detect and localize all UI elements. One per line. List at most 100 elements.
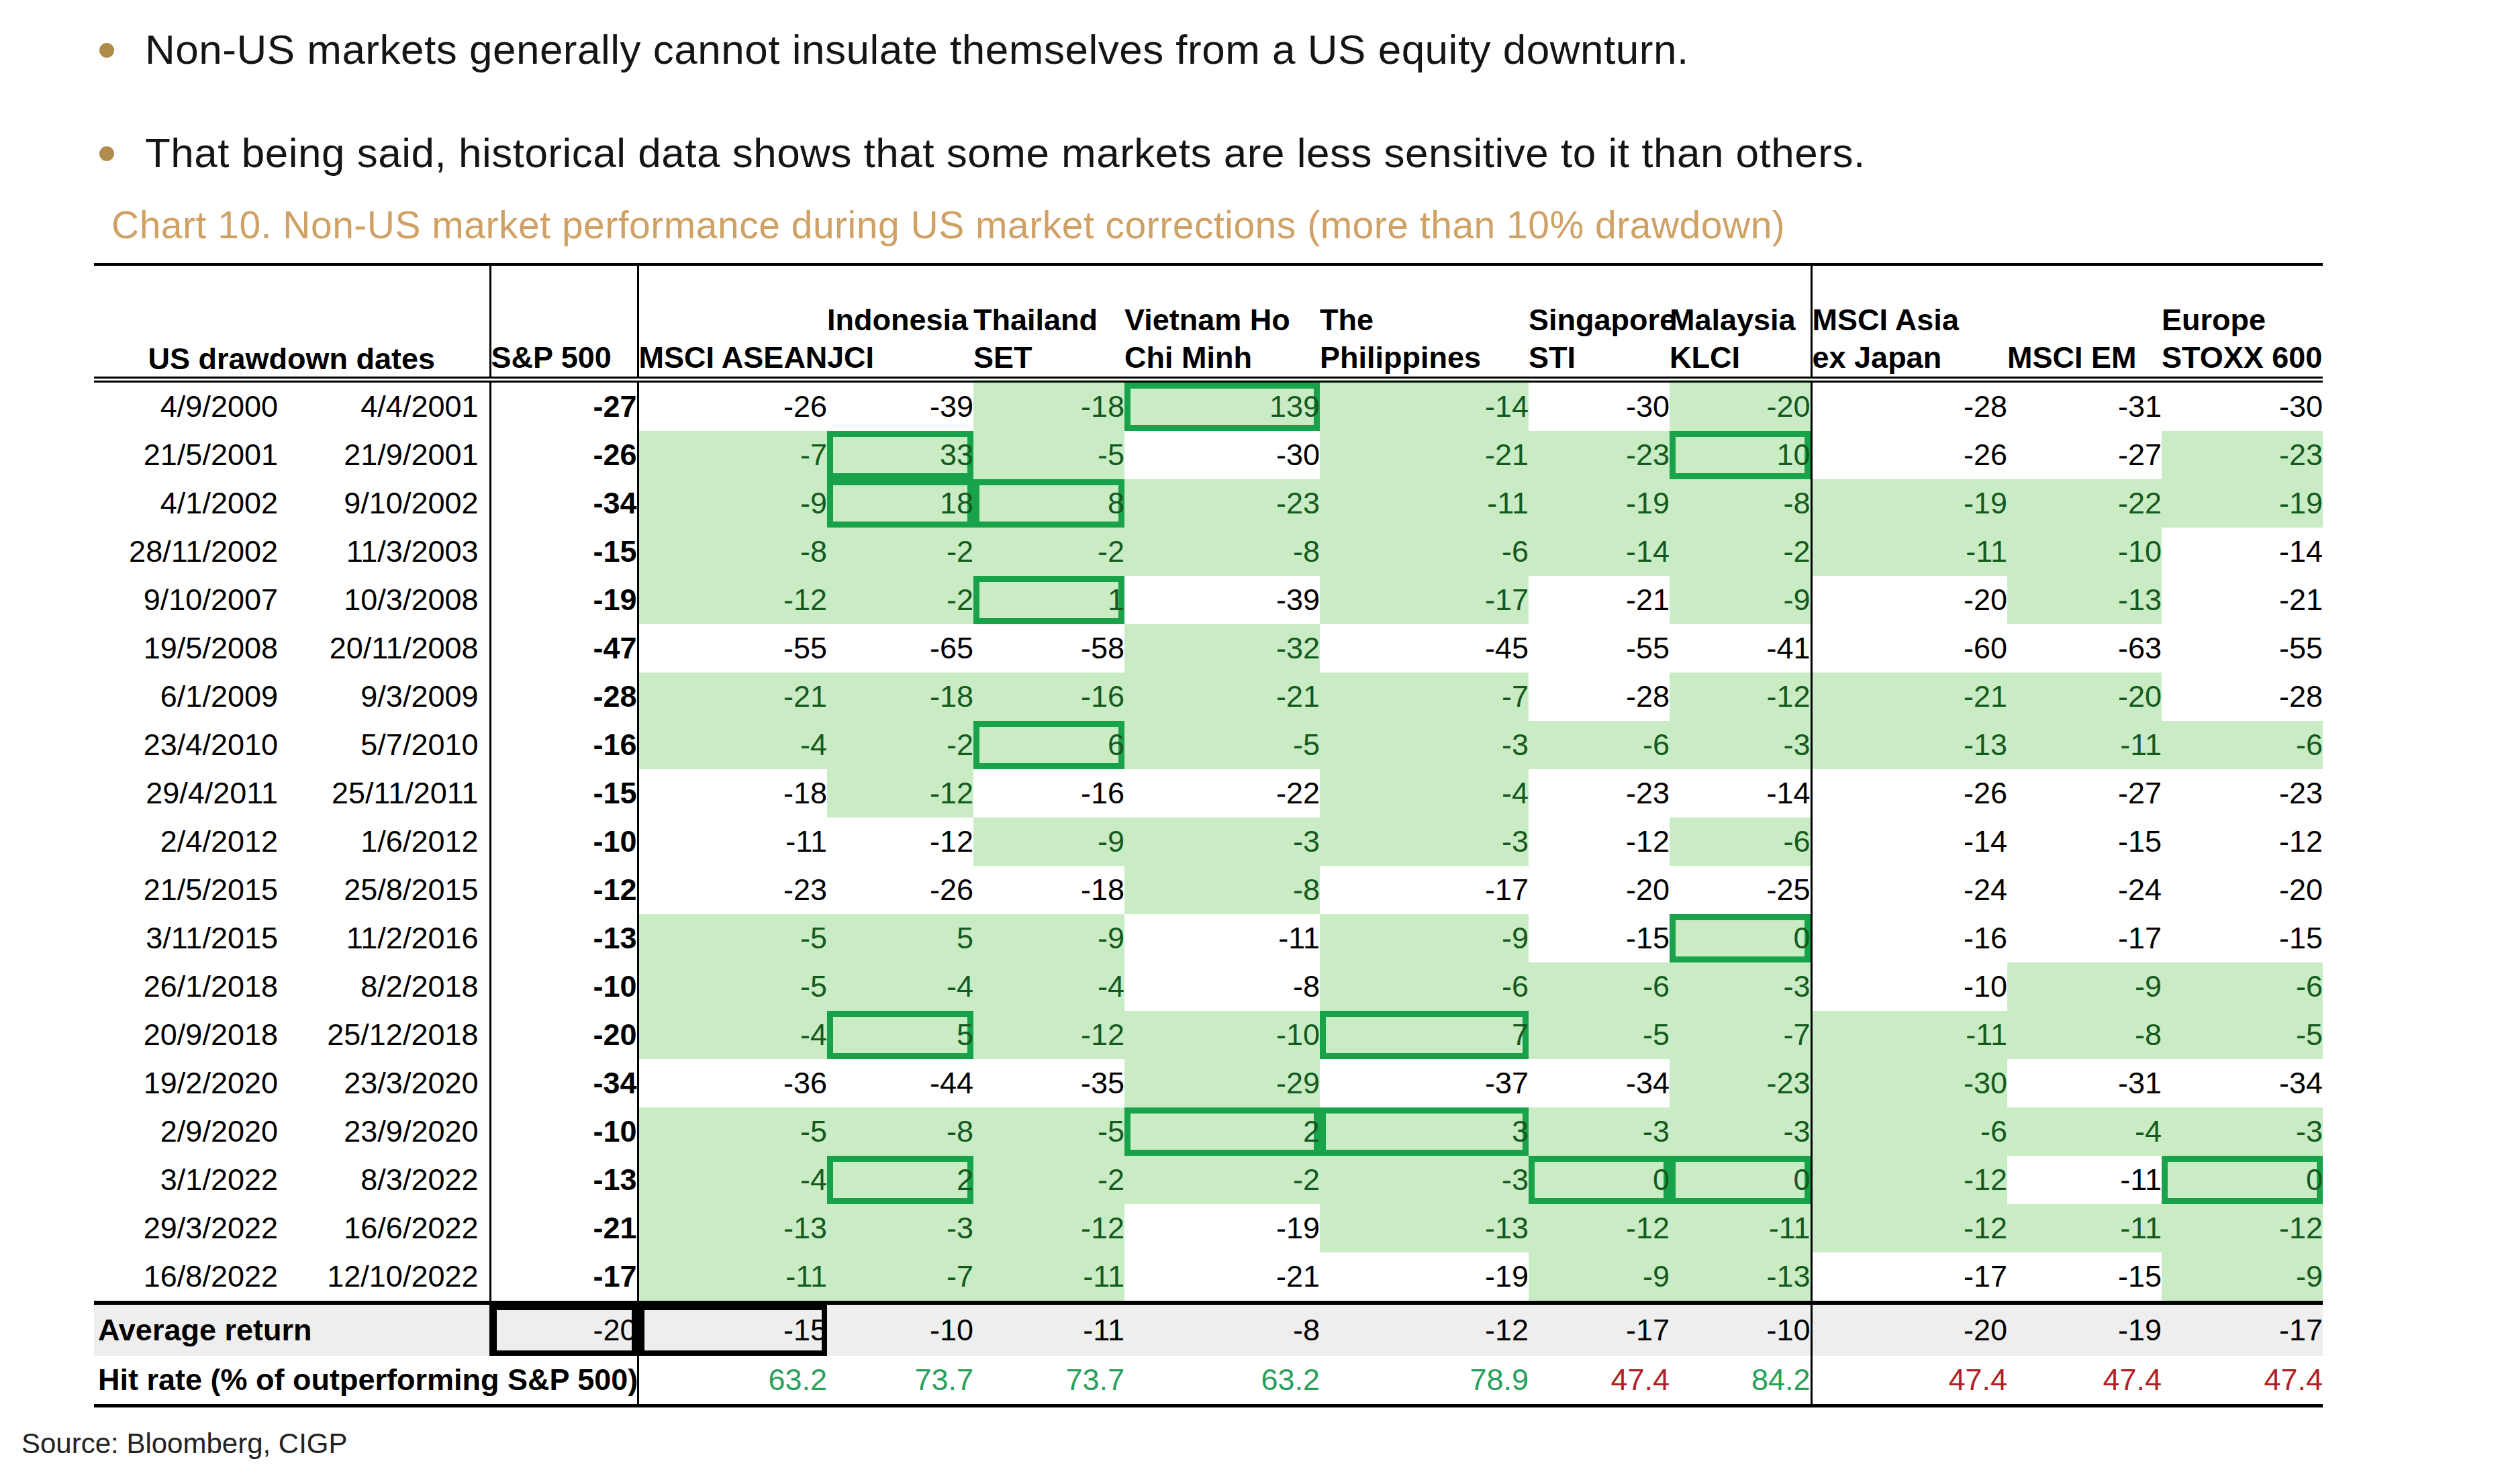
cell-sp500: -13 <box>490 1156 638 1204</box>
cell-sti: -6 <box>1529 721 1670 769</box>
cell-klci: -9 <box>1670 576 1811 624</box>
hit-rate-cell-axj: 47.4 <box>1811 1356 2007 1406</box>
cell-sp500: -16 <box>490 721 638 769</box>
cell-vietnam: -5 <box>1124 721 1320 769</box>
table-row: 2/9/202023/9/2020-10-5-8-523-3-3-6-4-3 <box>94 1107 2323 1156</box>
cell-sp500: -13 <box>490 914 638 962</box>
cell-em: -15 <box>2007 818 2162 866</box>
cell-set: -58 <box>973 624 1124 673</box>
cell-europe: -12 <box>2162 1204 2323 1252</box>
cell-jci: 2 <box>827 1156 973 1204</box>
drawdown-end-date: 8/3/2022 <box>289 1156 490 1204</box>
cell-set: -2 <box>973 528 1124 576</box>
cell-europe: -21 <box>2162 576 2323 624</box>
cell-sp500: -15 <box>490 769 638 818</box>
cell-vietnam: -8 <box>1124 528 1320 576</box>
cell-phil: -45 <box>1320 624 1529 673</box>
cell-vietnam: -22 <box>1124 769 1320 818</box>
cell-em: -31 <box>2007 1059 2162 1107</box>
header-asean: MSCI ASEAN <box>638 264 827 380</box>
table-row: 28/11/200211/3/2003-15-8-2-2-8-6-14-2-11… <box>94 528 2323 576</box>
drawdown-start-date: 4/1/2002 <box>94 479 289 528</box>
cell-asean: -11 <box>638 1252 827 1303</box>
cell-sti: -6 <box>1529 962 1670 1011</box>
cell-set: -12 <box>973 1011 1124 1059</box>
hit-rate-label: Hit rate (% of outperforming S&P 500) <box>94 1356 638 1406</box>
cell-set: -9 <box>973 914 1124 962</box>
cell-klci: -3 <box>1670 1107 1811 1156</box>
cell-sp500: -34 <box>490 1059 638 1107</box>
drawdown-end-date: 11/2/2016 <box>289 914 490 962</box>
cell-sti: -23 <box>1529 431 1670 479</box>
cell-phil: -13 <box>1320 1204 1529 1252</box>
cell-vietnam: -3 <box>1124 818 1320 866</box>
cell-em: -11 <box>2007 1156 2162 1204</box>
cell-sp500: -10 <box>490 1107 638 1156</box>
hit-rate-cell-jci: 73.7 <box>827 1356 973 1406</box>
cell-phil: -3 <box>1320 1156 1529 1204</box>
cell-vietnam: -11 <box>1124 914 1320 962</box>
header-set: ThailandSET <box>973 264 1124 380</box>
table-row: 23/4/20105/7/2010-16-4-26-5-3-6-3-13-11-… <box>94 721 2323 769</box>
cell-set: -16 <box>973 769 1124 818</box>
cell-klci: -13 <box>1670 1252 1811 1303</box>
cell-em: -15 <box>2007 1252 2162 1303</box>
cell-phil: 7 <box>1320 1011 1529 1059</box>
cell-sti: -9 <box>1529 1252 1670 1303</box>
performance-table: US drawdown dates S&P 500MSCI ASEANIndon… <box>94 263 2323 1407</box>
table-row: 20/9/201825/12/2018-20-45-12-107-5-7-11-… <box>94 1011 2323 1059</box>
drawdown-end-date: 25/11/2011 <box>289 769 490 818</box>
cell-sti: -30 <box>1529 380 1670 432</box>
cell-sp500: -34 <box>490 479 638 528</box>
average-cell-sp500: -20 <box>490 1303 638 1356</box>
cell-vietnam: -19 <box>1124 1204 1320 1252</box>
cell-em: -63 <box>2007 624 2162 673</box>
cell-europe: -34 <box>2162 1059 2323 1107</box>
average-cell-asean: -15 <box>638 1303 827 1356</box>
cell-set: -18 <box>973 380 1124 432</box>
drawdown-end-date: 10/3/2008 <box>289 576 490 624</box>
cell-europe: -28 <box>2162 673 2323 721</box>
header-em: MSCI EM <box>2007 264 2162 380</box>
cell-vietnam: -21 <box>1124 673 1320 721</box>
cell-klci: -2 <box>1670 528 1811 576</box>
cell-vietnam: -10 <box>1124 1011 1320 1059</box>
drawdown-end-date: 23/3/2020 <box>289 1059 490 1107</box>
cell-sti: 0 <box>1529 1156 1670 1204</box>
cell-klci: -11 <box>1670 1204 1811 1252</box>
cell-jci: -2 <box>827 721 973 769</box>
cell-sp500: -10 <box>490 818 638 866</box>
cell-axj: -12 <box>1811 1156 2007 1204</box>
table-row: 21/5/200121/9/2001-26-733-5-30-21-2310-2… <box>94 431 2323 479</box>
cell-europe: -12 <box>2162 818 2323 866</box>
cell-sti: -21 <box>1529 576 1670 624</box>
header-axj: MSCI Asiaex Japan <box>1811 264 2007 380</box>
drawdown-end-date: 20/11/2008 <box>289 624 490 673</box>
cell-axj: -28 <box>1811 380 2007 432</box>
cell-klci: -41 <box>1670 624 1811 673</box>
average-cell-europe: -17 <box>2162 1303 2323 1356</box>
average-return-label: Average return <box>94 1303 490 1356</box>
cell-vietnam: -8 <box>1124 962 1320 1011</box>
cell-phil: -6 <box>1320 962 1529 1011</box>
cell-jci: 5 <box>827 914 973 962</box>
cell-asean: -4 <box>638 1011 827 1059</box>
table-row: 9/10/200710/3/2008-19-12-21-39-17-21-9-2… <box>94 576 2323 624</box>
cell-phil: -3 <box>1320 818 1529 866</box>
drawdown-end-date: 12/10/2022 <box>289 1252 490 1303</box>
table-row: 16/8/202212/10/2022-17-11-7-11-21-19-9-1… <box>94 1252 2323 1303</box>
table-row: 2/4/20121/6/2012-10-11-12-9-3-3-12-6-14-… <box>94 818 2323 866</box>
cell-axj: -17 <box>1811 1252 2007 1303</box>
cell-asean: -26 <box>638 380 827 432</box>
cell-sp500: -28 <box>490 673 638 721</box>
average-cell-set: -11 <box>973 1303 1124 1356</box>
cell-em: -11 <box>2007 1204 2162 1252</box>
drawdown-start-date: 29/3/2022 <box>94 1204 289 1252</box>
cell-em: -9 <box>2007 962 2162 1011</box>
header-sp500: S&P 500 <box>490 264 638 380</box>
average-cell-phil: -12 <box>1320 1303 1529 1356</box>
cell-jci: -3 <box>827 1204 973 1252</box>
cell-jci: -18 <box>827 673 973 721</box>
cell-asean: -23 <box>638 866 827 914</box>
cell-sti: -12 <box>1529 818 1670 866</box>
